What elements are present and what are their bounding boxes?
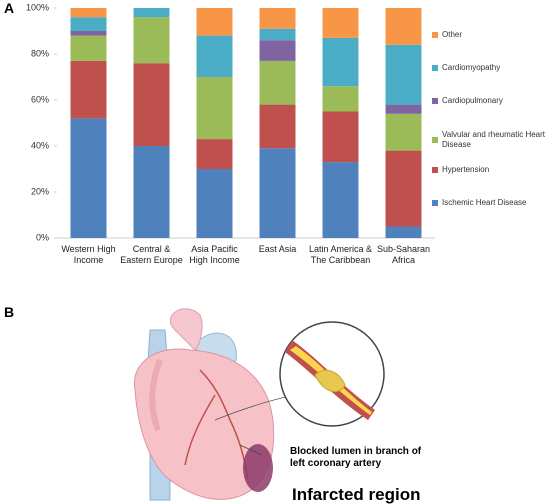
x-tick-label: Asia Pacific High Income [189, 244, 240, 265]
legend-label: Cardiomyopathy [442, 63, 501, 72]
legend-swatch [432, 167, 438, 173]
bar-segment [385, 226, 422, 238]
bar-segment [322, 8, 359, 38]
bar-segment [70, 118, 107, 238]
legend-swatch [432, 98, 438, 104]
bar-segment [70, 8, 107, 18]
legend-swatch [432, 137, 438, 143]
bar-segment [133, 17, 170, 64]
bar-segment [385, 150, 422, 227]
panel-label: A [4, 0, 15, 16]
bar-segment [322, 111, 359, 163]
y-tick-label: 20% [31, 186, 49, 196]
bar-segment [70, 17, 107, 31]
bar-segment [259, 40, 296, 61]
x-tick-label: Latin America & The Caribbean [308, 244, 373, 265]
legend-label: Cardiopulmonary [442, 96, 503, 105]
bar-segment [196, 169, 233, 238]
bar-segment [322, 37, 359, 87]
bar-segment [70, 60, 107, 119]
legend-label: Hypertension [442, 165, 490, 174]
bar-segment [385, 104, 422, 114]
y-tick-label: 60% [31, 94, 49, 104]
y-tick-label: 100% [26, 2, 49, 12]
bar-segment [70, 35, 107, 61]
y-tick-label: 40% [31, 140, 49, 150]
legend-label: Other [442, 30, 463, 39]
legend-swatch [432, 32, 438, 38]
annotation: Infarcted region [292, 485, 421, 504]
y-tick-label: 0% [36, 232, 49, 242]
bar-segment [196, 77, 233, 140]
bar-segment [259, 104, 296, 149]
bar-segment [322, 86, 359, 112]
bar-segment [70, 31, 107, 36]
bar-segment [133, 8, 170, 18]
legend-label: Valvular and rheumatic Heart Disease [442, 130, 546, 149]
y-tick-label: 80% [31, 48, 49, 58]
bar-segment [259, 60, 296, 105]
x-tick-label: Sub-Saharan Africa [376, 244, 431, 265]
x-tick-label: Central & Eastern Europe [120, 244, 183, 265]
heart-illustration [134, 308, 385, 501]
bar-segment [133, 63, 170, 147]
x-tick-label: Western High Income [61, 244, 116, 265]
bar-segment [196, 35, 233, 77]
bar-segment [322, 162, 359, 238]
bar-segment [259, 8, 296, 29]
x-tick-label: East Asia [258, 244, 297, 254]
bar-segment [385, 44, 422, 105]
legend-swatch [432, 200, 438, 206]
bar-segment [133, 146, 170, 238]
bar-segment [385, 113, 422, 151]
annotation: Blocked lumen in branch of left coronary… [290, 446, 422, 469]
bar-segment [259, 148, 296, 238]
bar-segment [385, 8, 422, 45]
bar-segment [196, 8, 233, 36]
legend-label: Ischemic Heart Disease [442, 198, 527, 207]
panel-label: B [4, 304, 15, 320]
bar-segment [259, 28, 296, 41]
legend-swatch [432, 65, 438, 71]
bar-segment [196, 139, 233, 169]
